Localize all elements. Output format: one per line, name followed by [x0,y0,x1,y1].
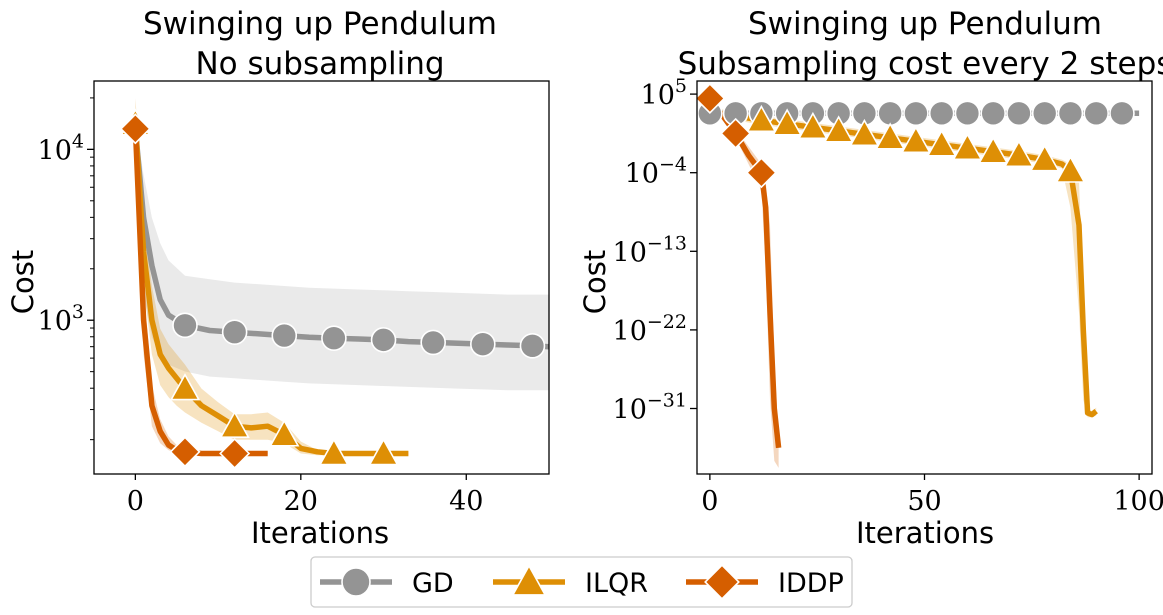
ilqr-marker [900,125,932,154]
y-tick-label: 10−4 [625,154,687,190]
gd-marker [321,325,347,351]
gd-marker [221,319,248,345]
ilqr-marker [746,104,777,133]
iddp-marker [119,113,151,145]
ilqr-marker [1055,155,1086,183]
iddp-marker [694,82,726,114]
ilqr-marker [219,410,250,438]
y-tick-label: 10−31 [613,390,687,426]
right-chart-title-line1: Swinging up Pendulum [748,6,1102,42]
legend: GD ILQR IDDP [310,556,853,608]
left-chart-frame [93,80,550,475]
gd-marker [519,333,546,359]
legend-gd-label: GD [412,568,454,599]
y-tick-label: 104 [38,130,84,166]
gd-marker [1031,100,1058,127]
legend-ilqr-label: ILQR [585,568,648,599]
legend-ilqr-marker [511,564,547,596]
y-tick-label: 10−22 [613,311,687,347]
y-tick-label: 105 [641,75,687,111]
ilqr-marker [169,373,201,401]
ilqr-marker [269,419,300,447]
right-chart: Swinging up Pendulum Subsampling cost ev… [578,6,1163,550]
iddp-line [707,96,782,449]
left-chart: Swinging up Pendulum No subsampling Iter… [6,6,550,550]
gd-marker [877,100,903,127]
gd-marker [928,100,955,127]
iddp-marker [745,157,777,189]
right-chart-xlabel: Iterations [856,516,994,550]
ilqr-marker [823,115,854,143]
x-tick-label: 0 [127,486,144,517]
gd-marker [980,100,1006,127]
right-chart-title-line2: Subsampling cost every 2 steps [678,46,1163,82]
ilqr-marker [875,122,906,150]
left-chart-ylabel: Cost [6,250,40,314]
ilqr-marker [318,438,350,466]
left-chart-xlabel: Iterations [251,516,389,550]
left-chart-title-line2: No subsampling [195,46,444,82]
x-tick-label: 50 [907,486,941,517]
gd-marker [903,100,929,127]
gd-marker [1006,100,1032,127]
x-tick-label: 100 [1113,486,1163,517]
gd-marker [954,100,981,127]
iddp-marker [720,117,752,149]
gd-marker [172,312,198,339]
gd-marker [470,331,496,357]
iddp-marker [219,437,251,470]
right-chart-frame [696,80,1153,475]
y-tick-label: 103 [38,301,84,337]
gd-marker [1083,100,1109,127]
gd-marker [1057,100,1084,127]
x-tick-label: 0 [701,486,718,517]
left-chart-title-line1: Swinging up Pendulum [143,6,497,42]
gd-marker [1109,100,1135,127]
ilqr-marker [849,118,880,147]
ilqr-marker [978,136,1009,164]
x-tick-label: 20 [284,486,318,517]
right-chart-ylabel: Cost [578,250,612,314]
ilqr-marker [1029,144,1060,172]
ilqr-marker [952,132,983,161]
ilqr-marker [1003,139,1035,168]
legend-iddp-marker [704,564,740,600]
gd-marker [420,329,446,356]
iddp-marker [169,436,201,468]
legend-box [310,556,853,608]
y-tick-label: 10−13 [613,232,687,268]
ilqr-marker [797,111,829,140]
ilqr-marker [368,438,399,466]
gd-marker [271,322,298,349]
ilqr-marker [771,108,803,136]
x-tick-label: 40 [449,486,483,517]
ilqr-marker [926,129,957,157]
legend-gd-marker [341,567,371,597]
gd-marker [370,327,397,353]
legend-iddp-label: IDDP [778,568,844,599]
